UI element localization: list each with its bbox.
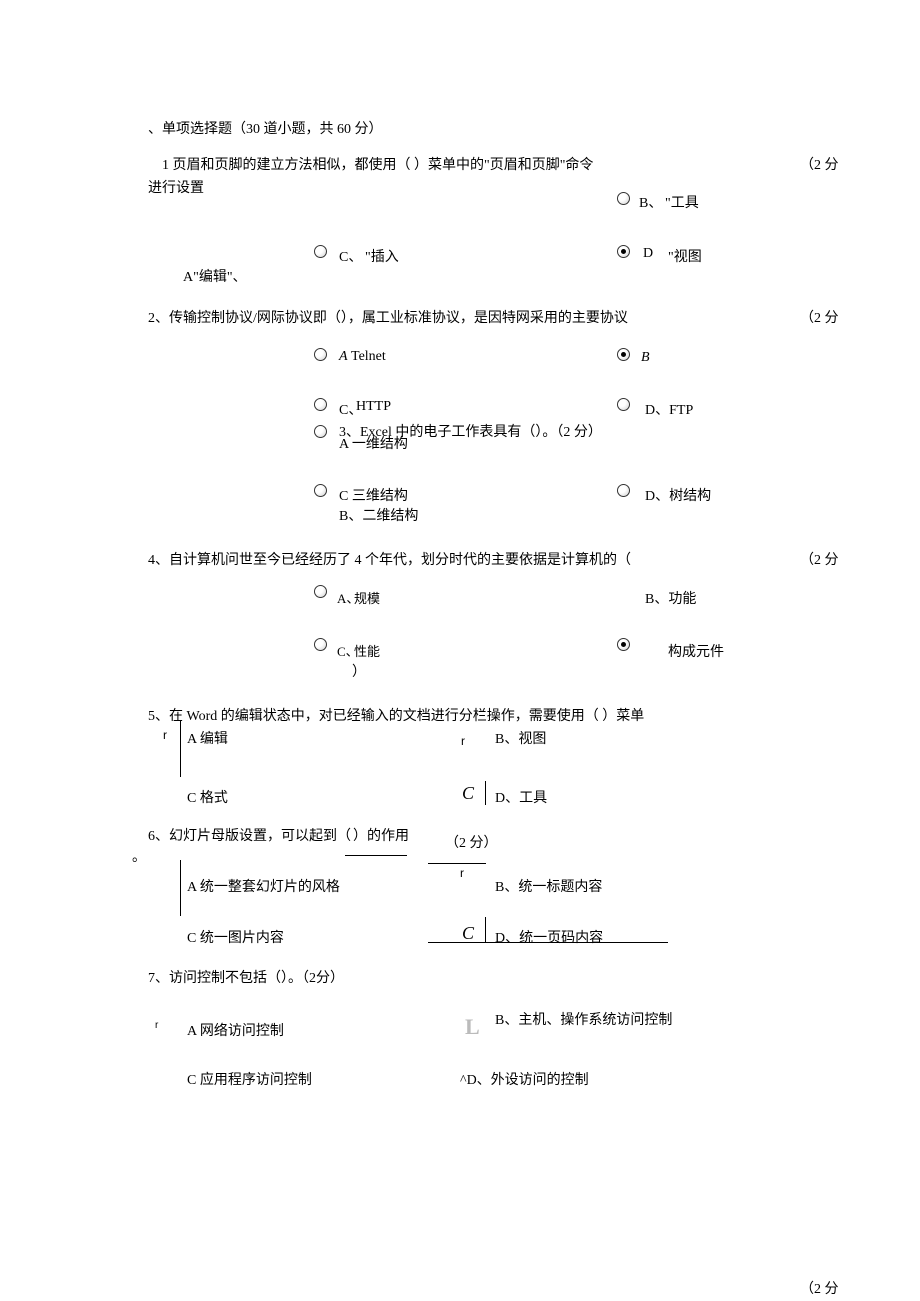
q1-b-letter: B、: [639, 192, 662, 212]
q1-radio-c[interactable]: [314, 245, 327, 258]
q2-score: （2 分: [800, 307, 839, 327]
q6-a-text: A 统一整套幻灯片的风格: [187, 876, 340, 896]
q2-b-letter: B: [641, 350, 650, 366]
q3-d-text: D、树结构: [645, 485, 711, 505]
q6-stem-part2: ）的作用: [353, 825, 409, 845]
q1-radio-d[interactable]: [617, 245, 630, 258]
q1-c-letter: C、: [339, 246, 362, 266]
q4-radio-c[interactable]: [314, 638, 327, 651]
q3-radio-d[interactable]: [617, 484, 630, 497]
q1-c-text: "插入: [365, 246, 399, 266]
q4-score: （2 分: [800, 549, 839, 569]
q5-d-text: D、工具: [495, 787, 547, 807]
q1-score: （2 分: [800, 154, 839, 174]
q3-radio-c[interactable]: [314, 484, 327, 497]
q3-a-text: A 一维结构: [339, 433, 408, 453]
q3-radio-a[interactable]: [314, 425, 327, 438]
q6-dot: 。: [132, 846, 146, 866]
q2-radio-b[interactable]: [617, 348, 630, 361]
q6-hline3: [428, 942, 668, 943]
q5-c-text: C 格式: [187, 787, 228, 807]
q5-vline1: [180, 721, 181, 777]
q4-stem: 4、自计算机问世至今已经经历了 4 个年代，划分时代的主要依据是计算机的（: [148, 549, 631, 569]
q6-italic-c: C: [462, 923, 474, 944]
q6-hline1: [345, 855, 407, 856]
q7-c-text: C 应用程序访问控制: [187, 1069, 312, 1089]
q6-vline1: [180, 860, 181, 916]
q5-b-text: B、视图: [495, 728, 546, 748]
q5-mark-a[interactable]: r: [163, 728, 167, 742]
q1-d-text: "视图: [668, 246, 702, 266]
footer-score: （2 分: [800, 1278, 839, 1298]
q6-b-text: B、统一标题内容: [495, 876, 602, 896]
q7-a-text: A 网络访问控制: [187, 1020, 284, 1040]
q2-stem: 2、传输控制协议/网际协议即（），属工业标准协议，是因特网采用的主要协议: [148, 307, 628, 327]
q4-a-text: 规模: [354, 588, 380, 607]
q6-hline2: [428, 863, 486, 864]
q1-stem-line2: 进行设置: [148, 177, 204, 197]
q2-radio-d[interactable]: [617, 398, 630, 411]
page-container: 、单项选择题（30 道小题，共 60 分） 1 页眉和页脚的建立方法相似，都使用…: [0, 0, 920, 1301]
section-header: 、单项选择题（30 道小题，共 60 分）: [148, 118, 383, 138]
q2-a-letter: A: [339, 349, 348, 365]
q7-mark-a[interactable]: r: [155, 1020, 158, 1031]
q6-vline2: [485, 917, 486, 943]
q6-d-text: D、统一页码内容: [495, 927, 603, 947]
q7-l-mark: L: [465, 1014, 480, 1040]
q4-radio-a[interactable]: [314, 585, 327, 598]
q4-c-text: 性能: [354, 641, 380, 660]
q4-close-paren: ）: [352, 661, 366, 681]
q1-b-text: "工具: [665, 192, 699, 212]
q1-a-text: A"编辑"、: [183, 266, 247, 286]
q5-vline2: [485, 781, 486, 805]
q1-stem-line1: 1 页眉和页脚的建立方法相似，都使用（ ）菜单中的"页眉和页脚"命令: [162, 154, 593, 174]
q1-d-letter: D: [643, 246, 653, 262]
q5-mark-b[interactable]: r: [461, 734, 465, 748]
q3-c-text: C 三维结构: [339, 485, 408, 505]
q2-radio-a[interactable]: [314, 348, 327, 361]
q5-italic-c: C: [462, 783, 474, 804]
q2-c-text: HTTP: [356, 399, 391, 415]
q5-stem: 5、在 Word 的编辑状态中，对已经输入的文档进行分栏操作，需要使用（ ）菜单: [148, 705, 644, 725]
q6-score: （2 分）: [445, 832, 498, 852]
q6-mark-b[interactable]: r: [460, 866, 464, 880]
q3-b-text: B、二维结构: [339, 505, 418, 525]
q2-radio-c[interactable]: [314, 398, 327, 411]
q7-d-text: ^D、外设访问的控制: [460, 1069, 589, 1089]
q4-b-text: B、功能: [645, 588, 696, 608]
q4-d-text: 构成元件: [668, 641, 724, 661]
q6-stem-part1: 6、幻灯片母版设置，可以起到（: [148, 825, 351, 845]
q7-b-text: B、主机、操作系统访问控制: [495, 1009, 672, 1029]
q5-a-text: A 编辑: [187, 728, 228, 748]
q4-radio-d[interactable]: [617, 638, 630, 651]
q2-d-text: D、FTP: [645, 399, 693, 419]
q2-a-text: Telnet: [351, 349, 386, 365]
q6-c-text: C 统一图片内容: [187, 927, 284, 947]
q7-stem: 7、访问控制不包括（）。（2分）: [148, 967, 344, 987]
q1-radio-b[interactable]: [617, 192, 630, 205]
